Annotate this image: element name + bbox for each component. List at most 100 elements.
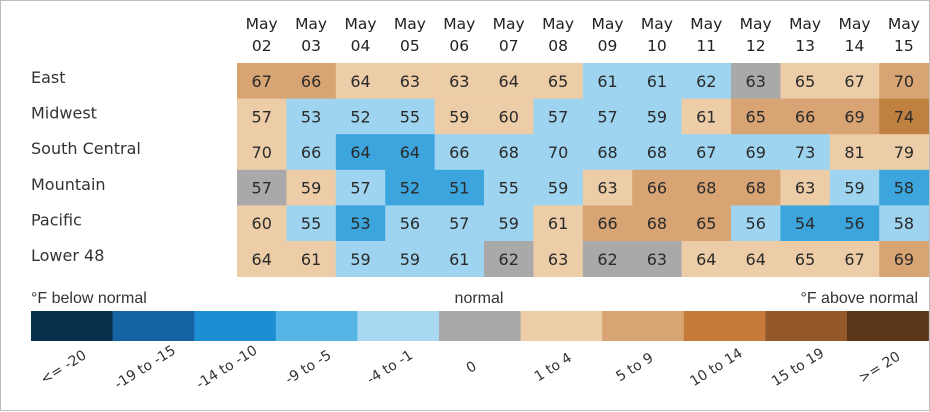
heatmap-cell: [731, 63, 781, 99]
cell-value-label: 57: [252, 107, 272, 126]
legend-swatch: [31, 311, 113, 341]
cell-value-label: 68: [597, 143, 617, 162]
legend-label: -4 to -1: [364, 347, 416, 388]
heatmap-cell: [582, 241, 633, 277]
heatmap-cell: [780, 205, 831, 242]
legend-label: -14 to -10: [194, 343, 261, 393]
heatmap-cell: [533, 134, 584, 171]
heatmap-cell: [484, 98, 534, 135]
heatmap-cell: [385, 134, 435, 171]
cell-value-label: 73: [795, 143, 815, 162]
cell-value-label: 60: [499, 107, 519, 126]
cell-value-label: 57: [548, 107, 568, 126]
cell-value-label: 64: [400, 143, 420, 162]
cell-value-label: 62: [696, 72, 716, 91]
heatmap-cell: [484, 134, 534, 171]
cell-value-label: 59: [400, 250, 420, 269]
cell-value-label: 68: [647, 143, 667, 162]
cell-value-label: 63: [597, 179, 617, 198]
cell-value-label: 66: [597, 214, 617, 233]
col-header-month: May: [394, 15, 426, 33]
cell-value-label: 59: [548, 179, 568, 198]
col-header-month: May: [542, 15, 574, 33]
cell-value-label: 59: [350, 250, 370, 269]
legend-above-title: °F above normal: [800, 290, 918, 307]
heatmap-cell: [879, 63, 929, 99]
heatmap-cell: [681, 63, 732, 99]
legend: °F below normal normal °F above normal <…: [31, 290, 929, 393]
heatmap-cell: [237, 205, 287, 242]
heatmap-cell: [286, 241, 337, 277]
heatmap-cell: [335, 241, 386, 277]
cell-value-label: 67: [252, 72, 272, 91]
cell-value-label: 65: [795, 72, 815, 91]
heatmap-cell: [582, 98, 633, 135]
heatmap-cell: [335, 169, 386, 206]
cell-value-label: 70: [252, 143, 272, 162]
legend-label: 1 to 4: [532, 350, 575, 385]
cell-value-label: 57: [350, 179, 370, 198]
cell-value-label: 65: [548, 72, 568, 91]
cell-value-label: 68: [746, 179, 766, 198]
heatmap-cell: [780, 98, 831, 135]
cell-value-label: 53: [301, 107, 321, 126]
heatmap-cell: [434, 134, 485, 171]
col-header-month: May: [888, 15, 920, 33]
heatmap-cell: [533, 63, 584, 99]
legend-swatch: [275, 311, 358, 341]
cell-value-label: 56: [746, 214, 766, 233]
cell-value-label: 56: [400, 214, 420, 233]
cell-value-label: 61: [696, 107, 716, 126]
legend-label: -19 to -15: [112, 343, 179, 393]
heatmap-cell: [681, 134, 732, 171]
cell-value-label: 69: [844, 107, 864, 126]
legend-label: 10 to 14: [687, 345, 745, 390]
col-header-day: 02: [252, 37, 272, 55]
heatmap-cell: [582, 63, 633, 99]
heatmap-cell: [533, 241, 584, 277]
cell-value-label: 59: [647, 107, 667, 126]
heatmap-cell: [829, 134, 880, 171]
cell-value-label: 63: [647, 250, 667, 269]
col-header-month: May: [443, 15, 475, 33]
heatmap-cell: [681, 241, 732, 277]
legend-swatch: [602, 311, 685, 341]
cell-value-label: 51: [449, 179, 469, 198]
cell-value-label: 58: [894, 214, 914, 233]
cell-value-label: 64: [499, 72, 519, 91]
cell-value-label: 55: [301, 214, 321, 233]
cell-value-label: 59: [449, 107, 469, 126]
row-label: Midwest: [31, 104, 97, 123]
heatmap-cell: [286, 98, 337, 135]
legend-swatch: [357, 311, 440, 341]
cell-value-label: 59: [301, 179, 321, 198]
heatmap-cell: [829, 98, 880, 135]
cell-value-label: 64: [350, 143, 370, 162]
cell-value-label: 63: [548, 250, 568, 269]
col-header-day: 12: [746, 37, 766, 55]
heatmap-cell: [632, 63, 682, 99]
col-header-day: 08: [548, 37, 568, 55]
col-header-day: 13: [795, 37, 815, 55]
cell-value-label: 52: [400, 179, 420, 198]
legend-label: 5 to 9: [613, 350, 656, 385]
cell-value-label: 54: [795, 214, 815, 233]
heatmap-cell: [829, 169, 880, 206]
cell-value-label: 58: [894, 179, 914, 198]
cell-value-label: 59: [499, 214, 519, 233]
heatmap-cell: [829, 205, 880, 242]
heatmap-cell: [434, 169, 485, 206]
heatmap-cell: [286, 63, 337, 99]
heatmap-cell: [533, 98, 584, 135]
heatmap-cell: [237, 63, 287, 99]
heatmap-cell: [434, 98, 485, 135]
cell-value-label: 61: [449, 250, 469, 269]
heatmap-cell: [731, 98, 781, 135]
cell-value-label: 81: [844, 143, 864, 162]
cell-value-label: 64: [252, 250, 272, 269]
col-header-day: 04: [351, 37, 371, 55]
row-label: South Central: [31, 139, 141, 158]
cell-value-label: 60: [252, 214, 272, 233]
heatmap-cell: [533, 205, 584, 242]
